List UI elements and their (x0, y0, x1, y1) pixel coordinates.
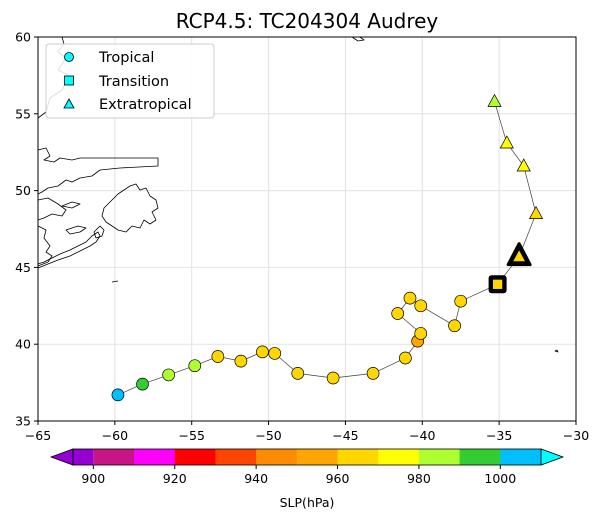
track-point-tropical (448, 319, 461, 333)
colorbar-tick-label: 900 (81, 471, 105, 486)
track-point-extratropical (528, 205, 544, 219)
x-tick-label: −55 (179, 428, 205, 443)
track-point-tropical (136, 377, 149, 391)
y-tick-label: 60 (15, 30, 31, 45)
coastline-sable-island (111, 280, 119, 283)
track-point-tropical (454, 294, 468, 308)
y-tick-label: 45 (15, 260, 31, 275)
track-point-tropical (188, 359, 202, 373)
colorbar-segment (337, 449, 379, 465)
track-point-extratropical (487, 93, 502, 107)
y-tick-label: 40 (15, 337, 31, 352)
y-tick-label: 35 (15, 414, 31, 429)
colorbar-extend-high (540, 448, 565, 466)
y-tick-label: 55 (15, 106, 31, 121)
x-tick-label: −65 (25, 428, 51, 443)
track-point-tropical (268, 347, 282, 360)
track-point-transition (492, 278, 503, 290)
coastline-azores-islet (554, 349, 559, 353)
colorbar-segment (134, 449, 176, 465)
track-point-tropical (326, 371, 340, 385)
colorbar-ticks: 900 920 940 960 980 1000 (81, 465, 516, 486)
track-point-extratropical (516, 158, 531, 172)
legend-transition-label: Transition (98, 74, 169, 90)
legend-tropical-marker (64, 52, 74, 62)
coastline-gaspe (37, 197, 67, 221)
coastline-new-brunswick (37, 225, 53, 267)
colorbar-frame (72, 448, 542, 466)
coastline-pei (65, 225, 87, 235)
colorbar-extend-low (49, 448, 74, 466)
legend-extratropical-label: Extratropical (99, 97, 192, 113)
x-tick-label: −50 (255, 428, 281, 443)
track-point-tropical (366, 367, 380, 380)
map-frame (37, 36, 577, 422)
colorbar-tick-label: 960 (326, 471, 350, 486)
track-point-tropical (399, 351, 412, 365)
track-point-tropical (403, 291, 417, 305)
colorbar-segment (418, 449, 461, 465)
coastline-nova-scotia (37, 231, 101, 269)
colorbar-segment (73, 449, 94, 465)
track-point-tropical (111, 388, 125, 402)
colorbar-label: SLP(hPa) (280, 495, 335, 510)
x-tick-label: −60 (102, 428, 128, 443)
coastline-quebec-shore (37, 147, 159, 195)
y-axis-ticks: 35 40 45 50 55 60 (15, 30, 38, 429)
colorbar-segment (378, 449, 420, 465)
track-point-tropical (291, 367, 305, 380)
colorbar-segment (113, 449, 135, 465)
track-point-extratropical (512, 248, 527, 262)
legend-tropical-label: Tropical (98, 50, 154, 66)
track-point-tropical (162, 368, 176, 382)
x-axis-ticks: −65 −60 −55 −50 −45 −40 −35 −30 (25, 421, 589, 443)
legend: Tropical Transition Extratropical (45, 43, 215, 119)
colorbar-segment (459, 449, 501, 465)
track-point-tropical (414, 299, 428, 313)
coastline-cape-breton (93, 225, 105, 239)
x-tick-label: −30 (563, 428, 589, 443)
x-tick-label: −45 (332, 428, 358, 443)
colorbar-segment (256, 449, 298, 465)
track-point-extratropical (499, 135, 514, 149)
track-markers (111, 93, 544, 402)
colorbar-tick-label: 940 (244, 471, 268, 486)
colorbar-segment (93, 449, 115, 465)
coastline-newfoundland (101, 183, 159, 233)
y-tick-label: 50 (15, 183, 31, 198)
legend-extratropical-marker (63, 98, 75, 109)
colorbar-segment (296, 449, 338, 465)
track-point-tropical (211, 350, 225, 363)
colorbar-tick-label: 920 (163, 471, 187, 486)
legend-transition-marker (64, 75, 74, 86)
colorbar-segment (500, 449, 542, 465)
chart-title: RCP4.5: TC204304 Audrey (176, 9, 439, 33)
colorbar-segment (215, 449, 257, 465)
legend-box (45, 43, 215, 119)
x-tick-label: −40 (409, 428, 435, 443)
colorbar (49, 448, 565, 466)
track-point-tropical (256, 345, 269, 359)
track-point-tropical (391, 307, 405, 320)
track-point-tropical (414, 327, 428, 340)
coastline-anticosti (61, 201, 81, 209)
map-axes: −65 −60 −55 −50 −45 −40 −35 −30 35 40 45 50 55 60 Tr… (15, 30, 589, 444)
colorbar-segment (174, 449, 216, 465)
x-tick-label: −35 (486, 428, 512, 443)
colorbar-tick-label: 980 (407, 471, 431, 486)
colorbar-tick-label: 1000 (484, 471, 516, 486)
track-point-tropical (234, 354, 248, 368)
